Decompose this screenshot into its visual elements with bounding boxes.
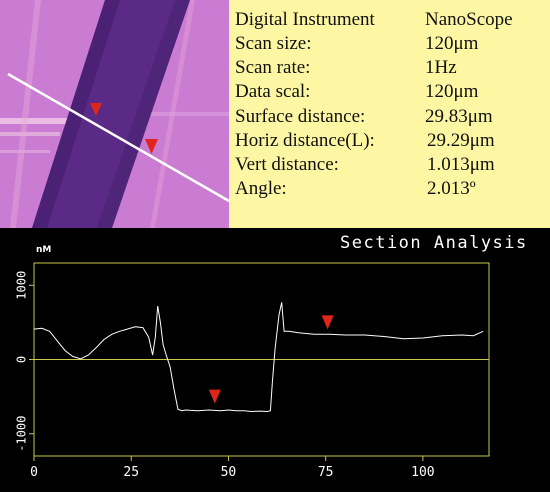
height-profile-line (33, 302, 484, 413)
scan-info-panel: Digital Instrument NanoScope Scan size: 1… (229, 0, 550, 228)
section-title: Section Analysis (340, 233, 528, 253)
info-value: 2.013º (427, 178, 476, 200)
marker-left-image[interactable] (90, 103, 102, 116)
info-row: Angle: 2.013º (235, 177, 550, 201)
info-header-value: NanoScope (425, 9, 513, 30)
x-tick-label: 25 (123, 465, 139, 480)
info-label: Horiz distance(L): (235, 129, 375, 151)
marker-right-image[interactable] (145, 139, 158, 154)
y-tick-label: -1000 (15, 416, 29, 452)
x-tick-label: 50 (221, 465, 237, 480)
info-value: 1.013μm (427, 154, 495, 175)
y-tick-label: 0 (15, 356, 29, 363)
info-row: Horiz distance(L): 29.29μm (235, 129, 550, 153)
info-value: 120μm (425, 81, 479, 103)
info-label: Vert distance: (235, 154, 339, 175)
x-tick-label: 75 (318, 465, 334, 480)
info-value: 1Hz (425, 57, 457, 79)
info-header-row: Digital Instrument NanoScope (235, 8, 550, 32)
x-tick-label: 100 (411, 465, 434, 480)
section-line[interactable] (7, 72, 229, 203)
info-label: Scan rate: (235, 57, 311, 79)
info-value: 120μm (425, 33, 479, 54)
info-label: Scan size: (235, 33, 312, 54)
marker-right[interactable] (321, 315, 334, 330)
info-label: Surface distance: (235, 105, 366, 127)
afm-scan-image (0, 0, 229, 228)
info-value: 29.83μm (425, 105, 493, 127)
x-tick-label: 0 (30, 465, 38, 480)
marker-left[interactable] (208, 389, 221, 404)
info-row: Scan rate: 1Hz (235, 56, 550, 80)
info-label: Data scal: (235, 81, 311, 103)
info-row: Surface distance: 29.83μm (235, 105, 550, 129)
info-value: 29.29μm (427, 129, 495, 151)
info-row: Scan size: 120μm (235, 32, 550, 56)
section-analysis-panel: Section Analysis nM 1000 0 -1000 0 25 50 75 100 (0, 228, 550, 492)
unit-label: nM (36, 245, 51, 255)
info-header-label: Digital Instrument (235, 9, 375, 30)
info-row: Vert distance: 1.013μm (235, 153, 550, 177)
y-tick-label: 1000 (15, 271, 29, 300)
info-label: Angle: (235, 178, 287, 200)
info-row: Data scal: 120μm (235, 80, 550, 104)
